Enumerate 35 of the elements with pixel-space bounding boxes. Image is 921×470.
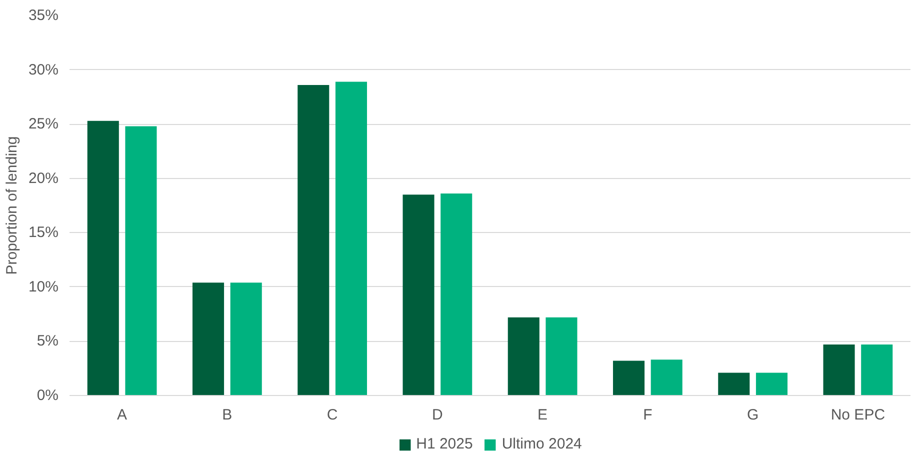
y-tick-label: 15%	[28, 224, 59, 242]
bar	[230, 282, 262, 396]
bar	[87, 120, 119, 396]
x-tick-label: G	[746, 406, 759, 424]
bar	[335, 82, 368, 396]
bar	[125, 126, 157, 396]
y-tick-label: 25%	[28, 116, 59, 133]
bar	[823, 344, 855, 396]
y-tick-label: 20%	[28, 170, 59, 187]
bar	[718, 372, 750, 396]
y-axis-title: Proportion of lending	[3, 136, 20, 275]
x-tick-label: No EPC	[830, 406, 886, 424]
y-tick-label: 0%	[36, 387, 59, 404]
bar	[612, 360, 645, 396]
bar	[508, 317, 540, 396]
y-tick-label: 35%	[28, 7, 59, 24]
y-tick-label: 30%	[28, 61, 59, 78]
x-tick-label: C	[326, 406, 338, 424]
legend-label: Ultimo 2024	[502, 436, 582, 452]
bar	[440, 194, 472, 396]
x-tick-label: B	[222, 406, 232, 424]
bar	[546, 317, 578, 396]
bar	[756, 372, 788, 396]
x-tick-label: D	[432, 406, 444, 424]
x-tick-label: F	[643, 406, 652, 424]
bar	[402, 194, 434, 396]
y-tick-label: 10%	[28, 278, 59, 296]
x-tick-label: A	[117, 406, 128, 424]
legend-label: H1 2025	[416, 436, 473, 452]
bar	[650, 360, 682, 396]
bar	[298, 84, 330, 396]
bar	[861, 344, 893, 396]
x-tick-label: E	[538, 406, 548, 424]
bar	[192, 282, 224, 396]
y-tick-label: 5%	[36, 332, 59, 350]
